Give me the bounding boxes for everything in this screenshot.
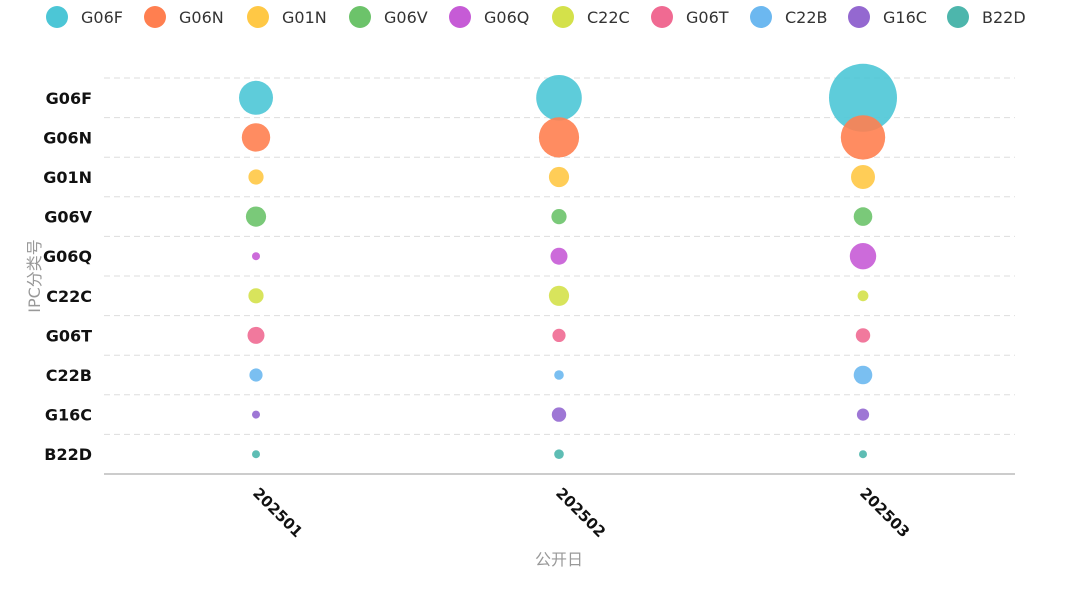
legend-swatch [750,6,772,28]
legend-label: G06T [686,8,729,27]
y-tick-label: G06Q [43,247,92,266]
legend-label: G16C [883,8,927,27]
legend-swatch [46,6,68,28]
x-axis-ticks: 202501 202502 202503 [249,484,913,541]
legend-swatch [349,6,371,28]
bubble[interactable] [552,328,566,342]
x-tick-label: 202501 [249,484,306,541]
x-tick-label: 202503 [856,484,913,541]
bubble[interactable] [853,365,873,385]
bubble[interactable] [239,80,273,115]
bubble[interactable] [829,63,897,132]
bubble[interactable] [536,75,582,121]
bubble[interactable] [550,247,568,265]
legend: G06F G06N G01N G06V G06Q C22C G06T C22B G16C B22D [46,6,1026,28]
bubble[interactable] [840,115,886,160]
legend-swatch [552,6,574,28]
y-tick-label: G16C [45,406,92,425]
legend-swatch [947,6,969,28]
legend-item[interactable]: G16C [848,6,927,28]
bubble[interactable] [859,450,867,459]
y-tick-label: B22D [44,445,92,464]
bubble[interactable] [857,290,869,302]
legend-label: G06Q [484,8,529,27]
y-tick-label: G06F [46,89,92,108]
legend-swatch [848,6,870,28]
legend-swatch [651,6,673,28]
bubble[interactable] [548,166,570,188]
legend-item[interactable]: G06N [144,6,224,28]
legend-swatch [247,6,269,28]
y-tick-label: C22B [46,366,92,385]
legend-item[interactable]: C22C [552,6,630,28]
bubble[interactable] [248,288,264,304]
bubble[interactable] [548,285,570,306]
bubble[interactable] [849,243,877,270]
bubble[interactable] [249,368,263,382]
legend-label: C22B [785,8,828,27]
bubble[interactable] [241,123,271,152]
legend-label: G06F [81,8,123,27]
legend-label: B22D [982,8,1026,27]
bubble[interactable] [851,165,875,189]
legend-item[interactable]: G06V [349,6,428,28]
legend-label: C22C [587,8,630,27]
y-tick-label: G06N [43,128,92,147]
bubble[interactable] [248,169,264,185]
legend-item[interactable]: G06T [651,6,729,28]
legend-swatch [144,6,166,28]
bubble[interactable] [252,450,260,459]
bubble[interactable] [856,408,870,421]
legend-item[interactable]: G01N [247,6,327,28]
bubble[interactable] [252,252,260,261]
legend-label: G01N [282,8,327,27]
bubble[interactable] [554,449,564,460]
bubble[interactable] [247,326,265,344]
legend-item[interactable]: G06F [46,6,123,28]
bubble[interactable] [245,206,267,227]
legend-label: G06V [384,8,428,27]
bubble[interactable] [252,410,260,419]
bubble[interactable] [551,209,567,225]
y-tick-label: G06T [46,326,92,345]
bubbles [239,63,897,460]
legend-label: G06N [179,8,224,27]
bubble[interactable] [538,117,580,158]
y-axis-ticks: G06F G06N G01N G06V G06Q C22C G06T C22B G16C B22D [43,89,93,464]
y-axis-title: IPC分类号 [25,239,44,313]
bubble[interactable] [855,328,871,343]
bubble[interactable] [853,207,873,226]
x-axis-title: 公开日 [535,550,583,569]
legend-item[interactable]: B22D [947,6,1026,28]
legend-item[interactable]: G06Q [449,6,529,28]
bubble[interactable] [551,407,567,422]
y-tick-label: C22C [46,287,92,306]
y-tick-label: G01N [43,168,92,187]
y-tick-label: G06V [44,208,92,227]
legend-swatch [449,6,471,28]
x-tick-label: 202502 [552,484,609,541]
bubble[interactable] [554,370,564,380]
legend-item[interactable]: C22B [750,6,828,28]
